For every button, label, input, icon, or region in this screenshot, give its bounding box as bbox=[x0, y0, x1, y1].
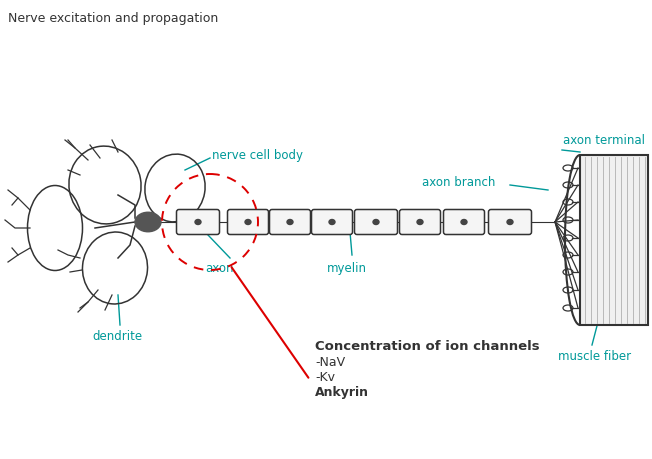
Text: Ankyrin: Ankyrin bbox=[315, 386, 369, 399]
Ellipse shape bbox=[245, 219, 251, 224]
Ellipse shape bbox=[329, 219, 335, 224]
Ellipse shape bbox=[373, 219, 379, 224]
Text: dendrite: dendrite bbox=[92, 330, 142, 343]
FancyBboxPatch shape bbox=[488, 209, 531, 235]
Ellipse shape bbox=[461, 219, 467, 224]
Text: -NaV: -NaV bbox=[315, 356, 345, 369]
Text: Concentration of ion channels: Concentration of ion channels bbox=[315, 340, 540, 353]
FancyBboxPatch shape bbox=[400, 209, 441, 235]
Ellipse shape bbox=[507, 219, 513, 224]
Ellipse shape bbox=[195, 219, 201, 224]
Ellipse shape bbox=[417, 219, 423, 224]
Text: myelin: myelin bbox=[327, 262, 367, 275]
Text: muscle fiber: muscle fiber bbox=[558, 350, 631, 363]
FancyBboxPatch shape bbox=[355, 209, 398, 235]
Text: nerve cell body: nerve cell body bbox=[212, 149, 303, 162]
FancyBboxPatch shape bbox=[269, 209, 310, 235]
Text: Nerve excitation and propagation: Nerve excitation and propagation bbox=[8, 12, 218, 25]
FancyBboxPatch shape bbox=[443, 209, 484, 235]
Text: axon branch: axon branch bbox=[422, 175, 496, 189]
FancyBboxPatch shape bbox=[228, 209, 269, 235]
Text: -Kv: -Kv bbox=[315, 371, 335, 384]
Ellipse shape bbox=[135, 212, 161, 232]
Text: axon: axon bbox=[205, 262, 233, 275]
Ellipse shape bbox=[287, 219, 293, 224]
Text: axon terminal: axon terminal bbox=[563, 134, 645, 147]
FancyBboxPatch shape bbox=[177, 209, 220, 235]
FancyBboxPatch shape bbox=[312, 209, 353, 235]
Bar bbox=[580, 155, 648, 325]
